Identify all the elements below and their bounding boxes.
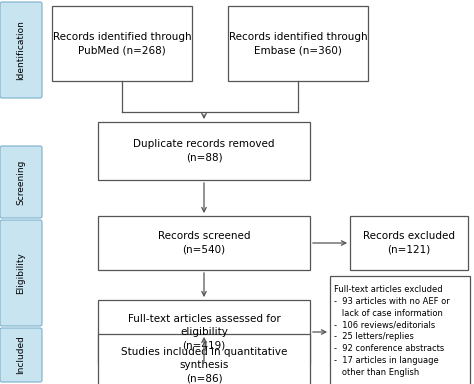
FancyBboxPatch shape <box>350 216 468 270</box>
Text: Eligibility: Eligibility <box>17 252 26 294</box>
FancyBboxPatch shape <box>0 328 42 382</box>
FancyBboxPatch shape <box>0 220 42 326</box>
FancyBboxPatch shape <box>52 6 192 81</box>
Text: Full-text articles assessed for
eligibility
(n=419): Full-text articles assessed for eligibil… <box>128 314 281 350</box>
FancyBboxPatch shape <box>98 122 310 180</box>
Text: Records identified through
PubMed (n=268): Records identified through PubMed (n=268… <box>53 32 191 55</box>
Text: Screening: Screening <box>17 159 26 205</box>
FancyBboxPatch shape <box>228 6 368 81</box>
FancyBboxPatch shape <box>98 300 310 364</box>
Text: Identification: Identification <box>17 20 26 80</box>
FancyBboxPatch shape <box>98 216 310 270</box>
FancyBboxPatch shape <box>0 2 42 98</box>
Text: Records identified through
Embase (n=360): Records identified through Embase (n=360… <box>228 32 367 55</box>
Text: Included: Included <box>17 336 26 374</box>
Text: Records screened
(n=540): Records screened (n=540) <box>158 232 250 255</box>
FancyBboxPatch shape <box>0 146 42 218</box>
Text: Duplicate records removed
(n=88): Duplicate records removed (n=88) <box>133 139 275 162</box>
Text: Full-text articles excluded
-  93 articles with no AEF or
   lack of case inform: Full-text articles excluded - 93 article… <box>334 285 450 377</box>
FancyBboxPatch shape <box>330 276 470 384</box>
Text: Studies included in quantitative
synthesis
(n=86): Studies included in quantitative synthes… <box>121 347 287 383</box>
FancyBboxPatch shape <box>98 334 310 384</box>
Text: Records excluded
(n=121): Records excluded (n=121) <box>363 232 455 255</box>
